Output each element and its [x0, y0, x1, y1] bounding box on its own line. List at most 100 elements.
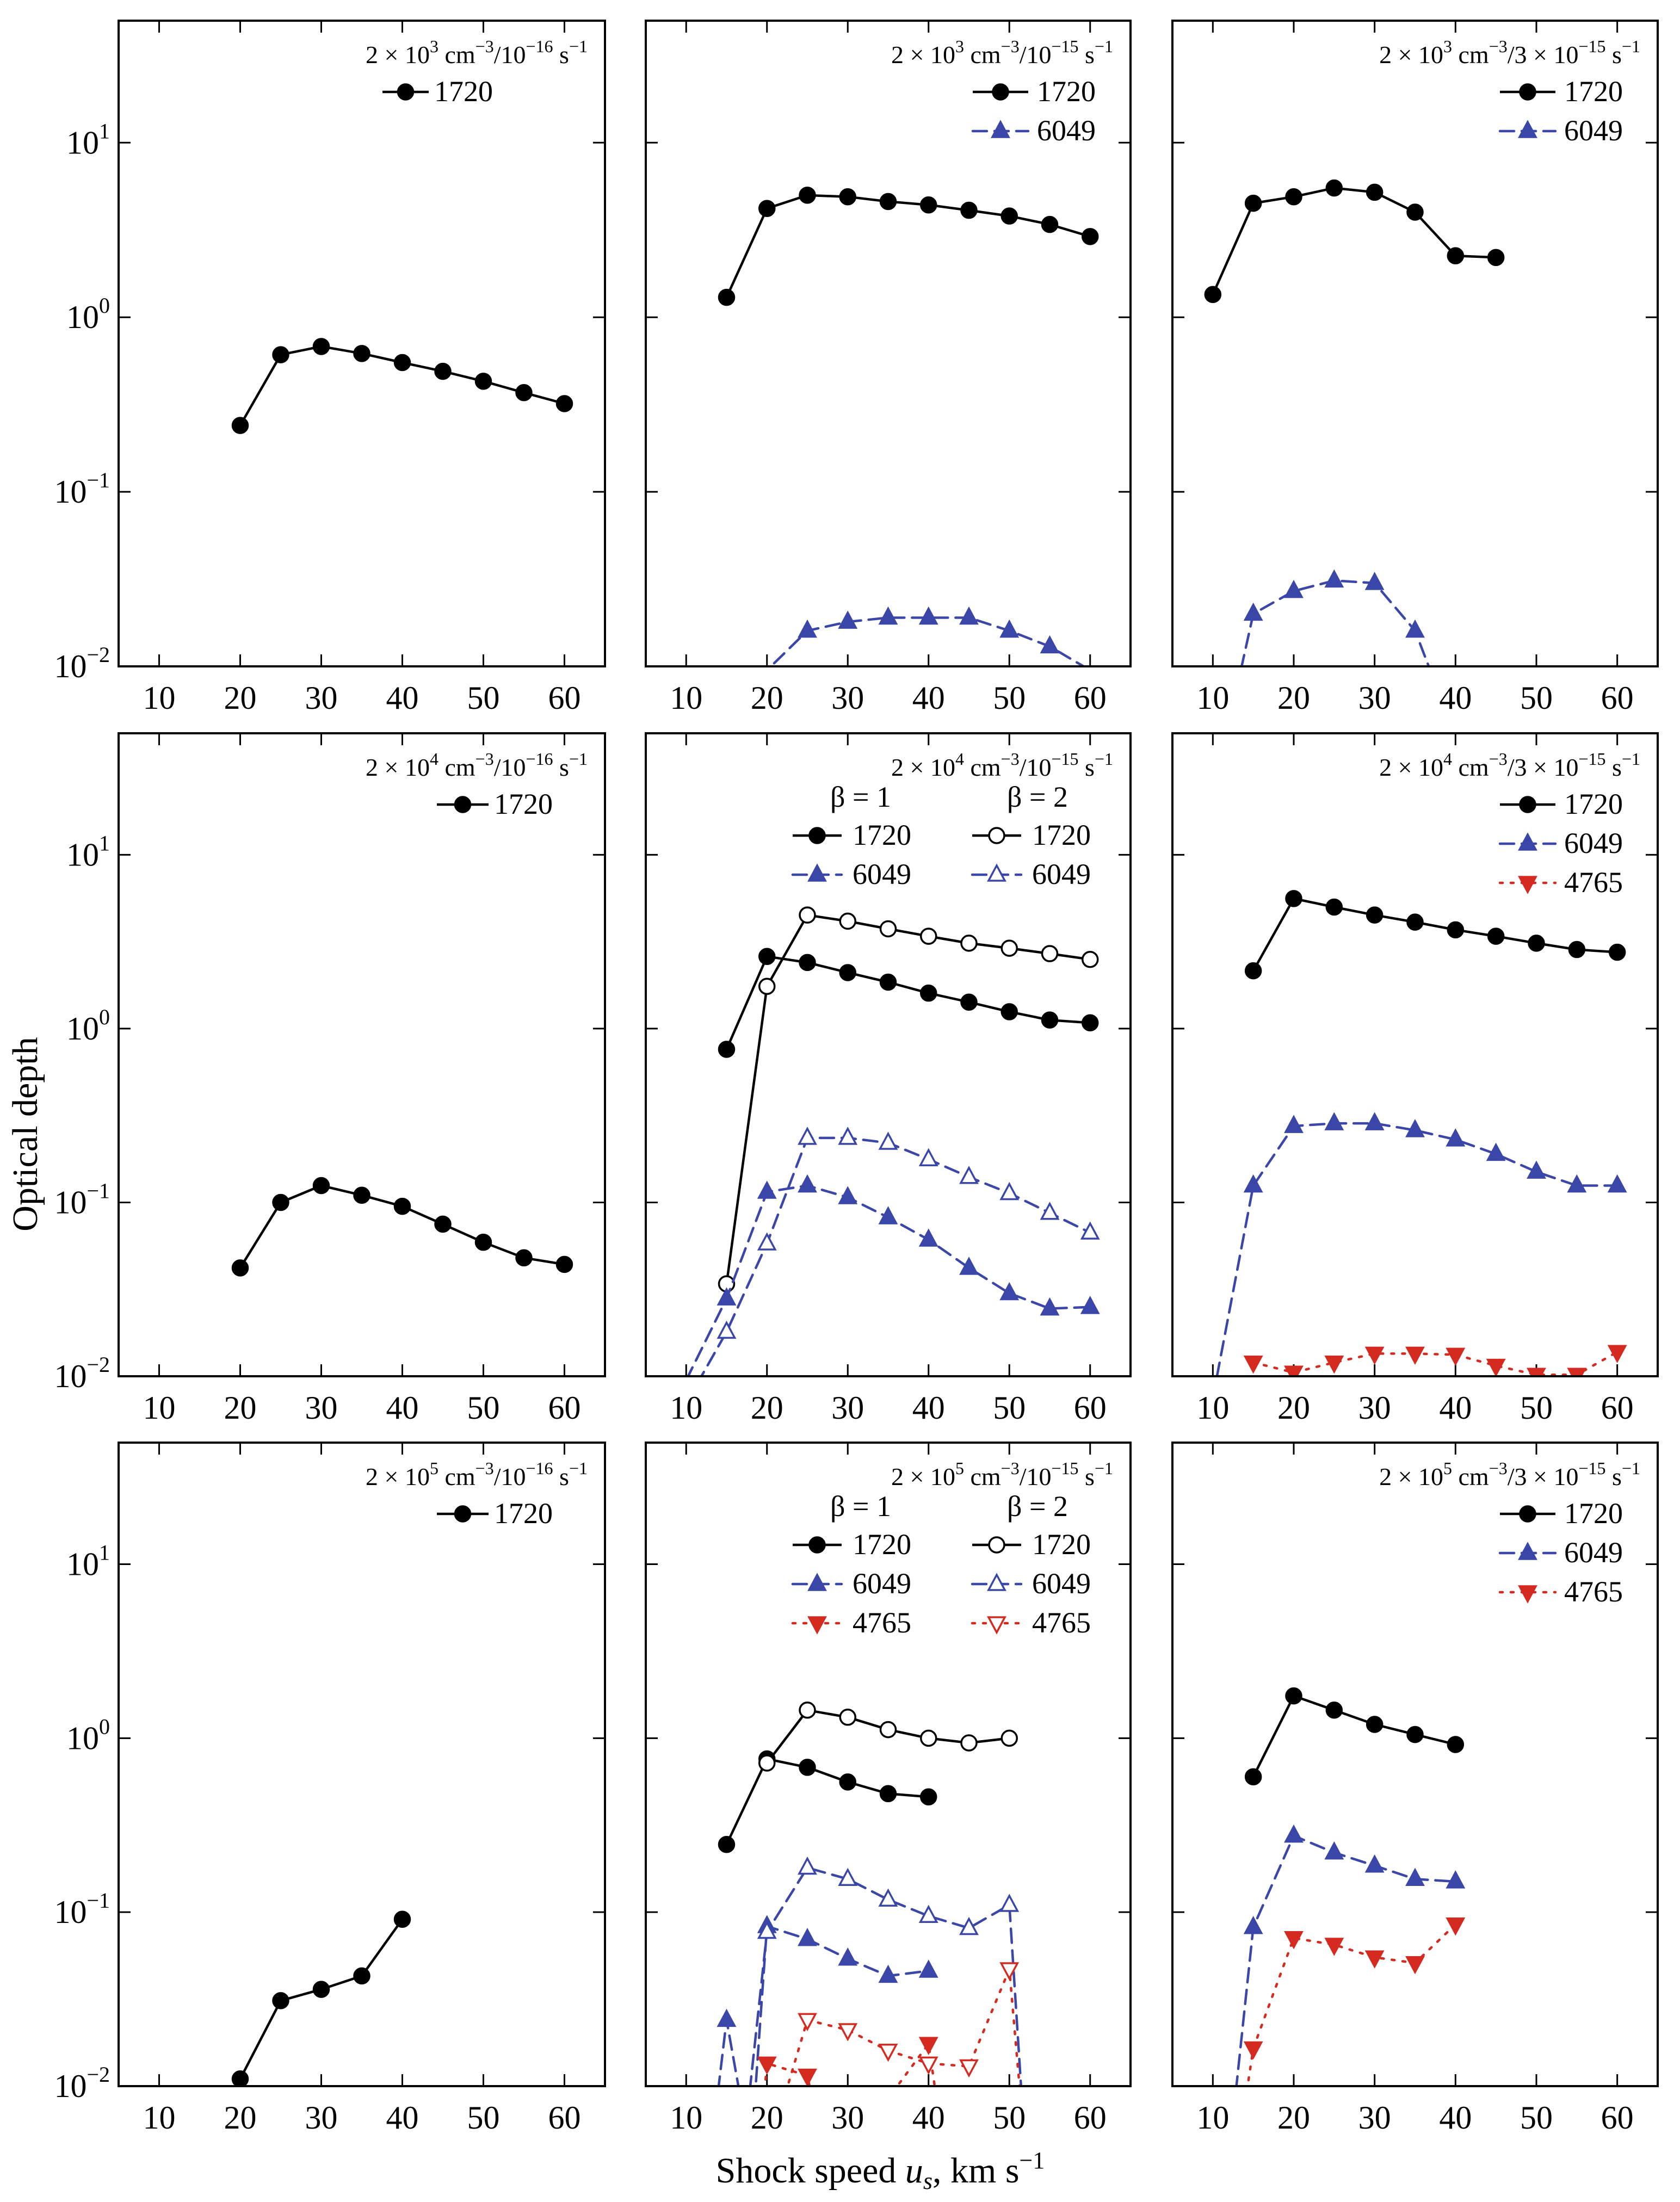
legend-marker-1720	[454, 1505, 472, 1523]
series-line-4765-beta2	[786, 1968, 1021, 2086]
series-line-1720-beta2	[725, 913, 1091, 1284]
point-1720-beta1	[1000, 207, 1018, 225]
legend: 1720 6049	[1498, 75, 1623, 147]
legend-label-6049: 6049	[1564, 1536, 1623, 1569]
legend-label-1720: 1720	[1564, 75, 1623, 108]
point-6049-beta1	[918, 1228, 938, 1247]
legend-marker-1720	[988, 1536, 1005, 1554]
point-4765-beta1	[1446, 1347, 1466, 1366]
panel-title: 2 × 105 cm−3/10−15 s−1	[891, 1458, 1113, 1490]
point-6049-beta1	[1243, 602, 1263, 621]
series-line-1720-beta1	[725, 194, 1091, 298]
plot-frame	[1171, 732, 1659, 1377]
point-6049-beta1	[999, 619, 1020, 638]
point-1720-beta1	[1325, 898, 1343, 916]
panel-1: 10 20 30 40 50 60 101 100 10−1 10−2 2 × 103 cm−3/1…	[54, 20, 606, 716]
x-tick-label: 50	[467, 2100, 500, 2136]
point-1720-beta1	[393, 1197, 411, 1215]
point-1720-beta1	[353, 1967, 370, 1985]
y-tick-label: 100	[66, 1005, 110, 1047]
point-1720-beta1	[272, 1992, 289, 2009]
legend-marker-1720	[808, 827, 826, 844]
point-1720-beta2	[758, 1754, 776, 1772]
x-tick-label: 10	[670, 2100, 702, 2136]
x-tick-label: 40	[1439, 1390, 1472, 1426]
point-1720-beta1	[1041, 1011, 1059, 1029]
point-1720-beta1	[718, 1835, 736, 1853]
point-1720-beta1	[1041, 215, 1059, 233]
point-1720-beta1	[1244, 962, 1262, 980]
point-1720-beta2	[1041, 945, 1059, 962]
point-6049-beta2	[838, 1127, 858, 1145]
point-6049-beta2	[999, 1894, 1020, 1912]
point-4765-beta1	[1446, 1918, 1466, 1936]
point-1720-beta2	[920, 927, 937, 945]
point-1720-beta1	[799, 954, 816, 972]
point-6049-beta1	[1527, 1160, 1546, 1179]
x-tick-label: 40	[1439, 680, 1472, 716]
legend-marker-1720	[1519, 796, 1536, 813]
point-1720-beta1	[231, 1259, 249, 1277]
y-tick-label: 101	[66, 1541, 110, 1582]
point-6049-beta1	[1284, 1115, 1304, 1133]
point-1720-beta1	[718, 1041, 736, 1058]
x-tick-label: 50	[1520, 680, 1553, 716]
point-6049-beta2	[757, 1920, 777, 1939]
point-1720-beta1	[1487, 927, 1505, 945]
point-6049-beta1	[1486, 1142, 1506, 1161]
series-line-1720-beta1	[1252, 897, 1617, 972]
point-1720-beta1	[1447, 921, 1465, 939]
point-1720-beta1	[1406, 203, 1424, 221]
x-tick-label: 10	[1196, 1390, 1229, 1426]
point-1720-beta1	[879, 193, 897, 211]
point-4765-beta1	[1324, 1355, 1344, 1374]
plot-frame	[645, 1442, 1132, 2087]
x-tick-label: 40	[912, 2100, 945, 2136]
series-line-4765-beta1	[763, 2043, 936, 2086]
point-1720-beta2	[920, 1729, 937, 1747]
point-6049-beta1	[1324, 569, 1344, 588]
x-tick-label: 60	[548, 1390, 581, 1426]
point-6049-beta1	[1567, 1174, 1587, 1193]
y-tick-label: 100	[66, 293, 110, 335]
point-6049-beta2	[798, 1856, 817, 1875]
x-tick-label: 50	[993, 1390, 1026, 1426]
x-tick-label: 60	[548, 2100, 581, 2136]
x-tick-label: 40	[386, 680, 419, 716]
panel-2: 10 20 30 40 50 60 2 × 103 cm−3/10−15 s−1 1720 60…	[645, 20, 1132, 716]
legend-marker-1720	[454, 796, 472, 813]
point-6049-beta2	[959, 1166, 979, 1184]
point-4765-beta2	[798, 2013, 817, 2032]
point-1720-beta2	[799, 906, 816, 924]
legend-marker-1720	[992, 83, 1009, 101]
legend-label-1720: 1720	[853, 819, 911, 851]
legend-label-4765: 4765	[1032, 1606, 1091, 1639]
point-6049-beta1	[1446, 1128, 1466, 1147]
plot-frame	[118, 1442, 606, 2087]
point-1720-beta1	[1325, 179, 1343, 197]
x-tick-label: 10	[1196, 680, 1229, 716]
point-4765-beta1	[1364, 1346, 1385, 1365]
point-1720-beta1	[1285, 1687, 1302, 1705]
point-4765-beta2	[999, 1962, 1020, 1981]
point-6049-beta2	[1080, 1221, 1100, 1240]
point-1720-beta1	[515, 1249, 533, 1267]
legend-label-4765: 4765	[853, 1606, 911, 1639]
x-tick-label: 50	[467, 1390, 500, 1426]
point-1720-beta1	[555, 395, 573, 412]
legend: 1720 6049 4765	[1498, 788, 1623, 899]
point-1720-beta1	[1406, 913, 1424, 931]
point-1720-beta1	[312, 1981, 330, 1998]
point-6049-beta1	[1243, 1916, 1263, 1934]
legend-header: β = 1	[830, 1490, 891, 1523]
x-tick-label: 60	[548, 680, 581, 716]
legend-marker-6049	[807, 863, 827, 882]
point-6049-beta1	[757, 1180, 777, 1199]
point-6049-beta1	[1607, 1174, 1627, 1193]
point-6049-beta1	[918, 1959, 938, 1978]
point-1720-beta1	[434, 362, 452, 380]
panel-title: 2 × 105 cm−3/3 × 10−15 s−1	[1379, 1458, 1640, 1490]
series-line-6049-beta1	[717, 1925, 930, 2086]
legend-label-1720: 1720	[494, 788, 553, 820]
